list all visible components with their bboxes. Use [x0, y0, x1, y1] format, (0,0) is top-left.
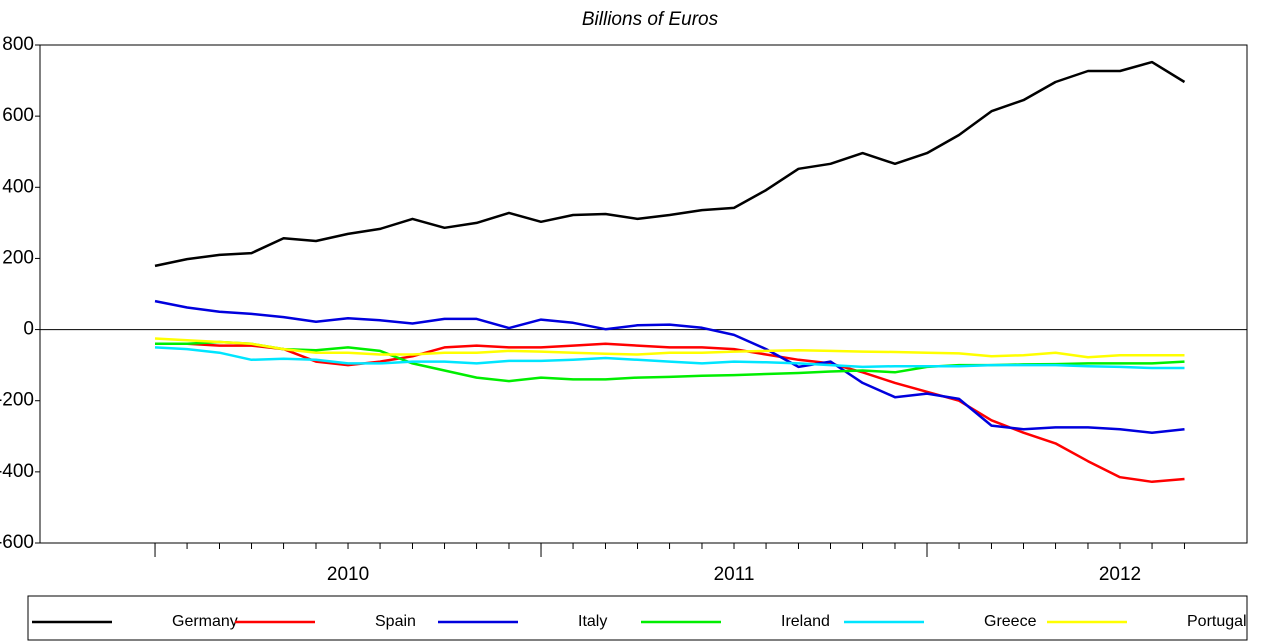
- y-tick-label: -600: [0, 532, 34, 553]
- y-tick-label: -400: [0, 461, 34, 482]
- x-tick-label: 2010: [327, 564, 369, 585]
- legend-frame: [27, 595, 1248, 641]
- y-tick-label: -200: [0, 390, 34, 411]
- x-tick-label: 2011: [714, 564, 755, 585]
- plot-frame: [39, 44, 1248, 544]
- series-line: [154, 60, 1186, 268]
- legend-label: Spain: [375, 613, 416, 630]
- legend-label: Portugal: [1187, 613, 1247, 630]
- series-line: [154, 337, 1185, 359]
- chart-title: Billions of Euros: [582, 9, 719, 30]
- y-tick-label: 0: [23, 319, 34, 340]
- legend-label: Italy: [578, 613, 607, 630]
- legend-label: Greece: [984, 613, 1037, 630]
- y-tick-label: 600: [2, 105, 34, 126]
- series-line: [154, 346, 1185, 370]
- legend-label: Germany: [172, 613, 238, 630]
- y-tick-label: 200: [2, 247, 34, 268]
- y-tick-label: 800: [2, 34, 34, 55]
- legend-label: Ireland: [781, 613, 830, 630]
- x-tick-label: 2012: [1099, 564, 1141, 585]
- series-line: [154, 299, 1185, 434]
- y-tick-label: 400: [2, 176, 34, 197]
